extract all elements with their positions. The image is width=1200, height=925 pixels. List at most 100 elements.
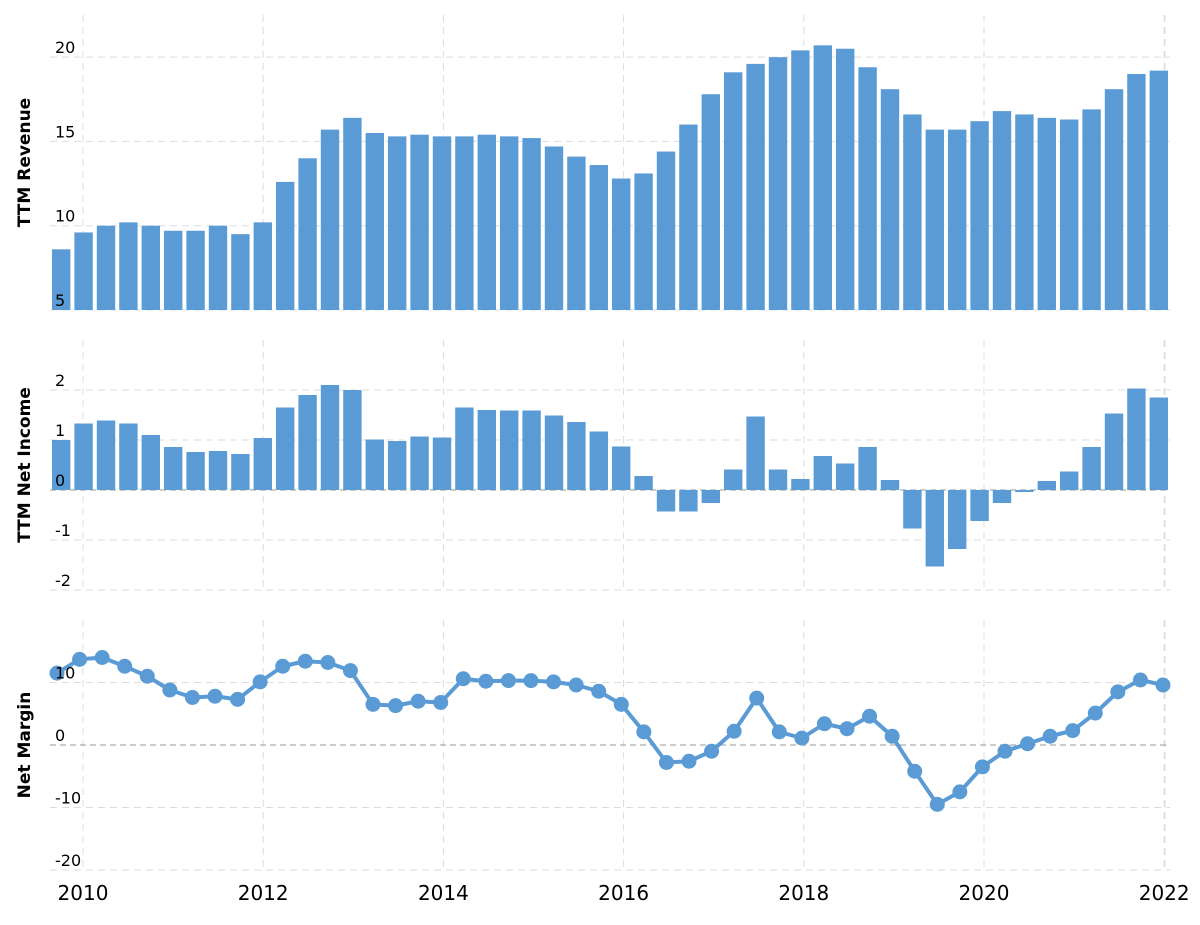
net-income-bar: [836, 463, 855, 490]
net-margin-point: [568, 677, 584, 693]
net-income-bar: [612, 446, 631, 490]
net-income-bar: [544, 415, 564, 490]
net-income-bar: [1127, 388, 1146, 490]
net-margin-point: [72, 651, 88, 667]
net-income-bar: [455, 407, 474, 490]
net-margin-point: [1020, 736, 1036, 752]
grid-layer: [50, 15, 1170, 871]
revenue-bar: [589, 165, 608, 310]
revenue-bar: [1149, 70, 1168, 310]
net-margin-point: [342, 663, 358, 679]
y-axis-title: TTM Revenue: [15, 98, 35, 227]
x-tick-label: 2016: [598, 881, 649, 905]
net-income-bar: [656, 490, 676, 512]
net-margin-point: [523, 673, 539, 689]
net-margin-point: [816, 716, 832, 732]
revenue-bar: [612, 178, 631, 310]
net-income-bar: [388, 441, 407, 490]
net-income-bar: [858, 447, 877, 490]
net-margin-point: [929, 796, 945, 812]
revenue-bar: [253, 222, 272, 310]
net-income-bar: [1037, 481, 1056, 490]
net-margin-point: [862, 708, 878, 724]
revenue-bar: [231, 234, 250, 310]
net-margin-point: [681, 753, 697, 769]
revenue-bar: [858, 67, 877, 310]
net-income-bar: [567, 422, 586, 490]
net-income-bar: [1149, 397, 1168, 490]
net-income-bar: [880, 480, 900, 490]
net-income-bar: [208, 451, 228, 490]
revenue-bar: [298, 158, 317, 310]
y-tick-label: 15: [55, 122, 75, 141]
x-tick-label: 2010: [58, 881, 109, 905]
y-axis-title: TTM Net Income: [15, 387, 35, 543]
y-tick-label: 0: [55, 726, 65, 745]
net-margin-point: [839, 721, 855, 737]
net-income-bar: [52, 440, 71, 490]
revenue-bar: [320, 129, 340, 310]
revenue-bar: [186, 230, 205, 310]
revenue-bar: [1015, 114, 1034, 310]
net-margin-point: [320, 655, 336, 670]
net-income-bar: [164, 447, 183, 490]
net-income-bar: [298, 395, 317, 490]
net-income-bar: [522, 410, 541, 490]
revenue-bar: [567, 156, 586, 310]
revenue-bar: [925, 129, 944, 310]
net-margin-point: [433, 695, 449, 710]
net-margin-point: [388, 698, 404, 714]
net-income-bar: [365, 439, 384, 490]
revenue-bar: [1127, 74, 1146, 310]
revenue-bar: [432, 136, 452, 310]
net-income-bar: [813, 456, 832, 490]
y-axis-title: Net Margin: [15, 692, 35, 799]
net-income-bar: [410, 436, 429, 490]
net-income-bar: [1082, 447, 1101, 490]
x-tick-label: 2012: [238, 881, 289, 905]
revenue-bar: [500, 136, 519, 310]
y-tick-label: 10: [55, 207, 75, 226]
mark-layer: [49, 45, 1171, 812]
revenue-bar: [701, 94, 720, 310]
net-income-bar: [276, 407, 295, 490]
net-income-bar: [925, 490, 944, 567]
revenue-bar: [410, 134, 429, 310]
net-income-bar: [1015, 490, 1034, 492]
net-income-bar: [746, 416, 765, 490]
net-margin-point: [974, 759, 990, 775]
net-margin-point: [478, 673, 494, 689]
net-margin-point: [1087, 705, 1103, 721]
net-income-bar: [343, 390, 362, 490]
net-margin-line: [55, 655, 1164, 807]
net-margin-point: [704, 743, 720, 759]
revenue-bar: [1037, 117, 1056, 310]
net-income-bar: [1104, 413, 1124, 490]
revenue-bar: [1060, 119, 1079, 310]
net-income-bar: [500, 410, 519, 490]
y-tick-label: 5: [55, 291, 65, 310]
net-margin-point: [230, 691, 246, 707]
y-tick-label: -2: [55, 571, 71, 590]
net-margin-point: [117, 658, 133, 674]
net-margin-point: [94, 650, 110, 665]
y-tick-label: 10: [55, 664, 75, 683]
y-tick-label: -10: [55, 789, 81, 808]
revenue-bar: [768, 57, 788, 311]
net-margin-point: [952, 784, 968, 800]
net-margin-point: [184, 690, 200, 705]
revenue-bar: [791, 50, 810, 311]
revenue-bar: [477, 134, 496, 310]
y-tick-label: -20: [55, 851, 81, 870]
y-tick-label: 1: [55, 421, 65, 440]
x-tick-label: 2020: [959, 881, 1010, 905]
x-tick-label: 2018: [778, 881, 829, 905]
net-income-bar: [1060, 471, 1079, 490]
net-margin-point: [907, 763, 923, 779]
revenue-bar: [679, 124, 698, 310]
revenue-bar: [74, 232, 93, 310]
net-margin-point: [275, 658, 291, 674]
net-income-bar: [96, 420, 116, 490]
